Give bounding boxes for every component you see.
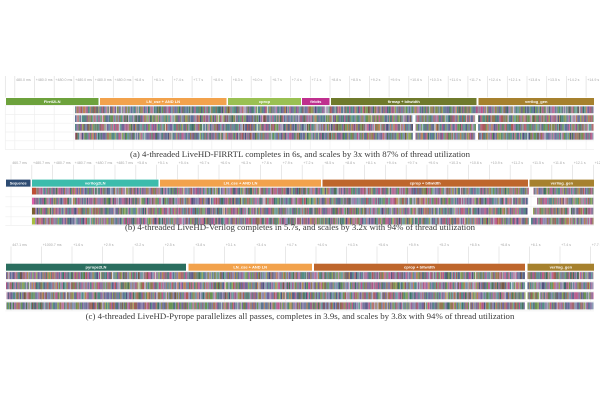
svg-text:+7.4 s: +7.4 s (174, 78, 184, 82)
svg-text:firbits: firbits (310, 99, 322, 104)
svg-text:+11.2 s: +11.2 s (511, 161, 523, 165)
svg-text:verilog2LN: verilog2LN (85, 181, 106, 186)
svg-text:+13.5 s: +13.5 s (548, 78, 560, 82)
svg-text:(c) 4-threaded LiveHD-Pyrope p: (c) 4-threaded LiveHD-Pyrope parallelize… (86, 311, 515, 321)
svg-text:+8.5 s: +8.5 s (324, 161, 334, 165)
svg-text:+7.2 s: +7.2 s (303, 161, 313, 165)
svg-text:+6.1 s: +6.1 s (154, 78, 164, 82)
svg-text:+480.7 ms: +480.7 ms (54, 161, 71, 165)
svg-text:+10.3 s: +10.3 s (430, 78, 442, 82)
svg-text:+7.7 s: +7.7 s (193, 78, 203, 82)
svg-text:+9.0 s: +9.0 s (428, 161, 438, 165)
svg-text:+8.5 s: +8.5 s (351, 78, 361, 82)
svg-text:+2.9 s: +2.9 s (104, 243, 114, 247)
svg-text:pyrope2LN: pyrope2LN (86, 265, 107, 270)
svg-text:+480.7 ms: +480.7 ms (116, 161, 133, 165)
svg-text:LN_cse + AND LN: LN_cse + AND LN (233, 265, 267, 270)
svg-text:+6.7 s: +6.7 s (272, 78, 282, 82)
svg-text:+10.6 s: +10.6 s (410, 78, 422, 82)
svg-text:+6.8 s: +6.8 s (500, 243, 510, 247)
svg-text:+12.1 s: +12.1 s (509, 78, 521, 82)
svg-text:Firrtl2LN: Firrtl2LN (44, 99, 61, 104)
svg-text:+11.5 s: +11.5 s (532, 161, 544, 165)
svg-text:+7.4 s: +7.4 s (292, 78, 302, 82)
svg-text:460.7 ms: 460.7 ms (12, 161, 27, 165)
svg-text:+9.4 s: +9.4 s (387, 161, 397, 165)
svg-text:+480.0 ms: +480.0 ms (115, 78, 132, 82)
svg-text:+6.1 s: +6.1 s (531, 243, 541, 247)
svg-text:+4.7 s: +4.7 s (287, 243, 297, 247)
svg-text:+1000.7 ms: +1000.7 ms (43, 243, 62, 247)
svg-text:verilog_gen: verilog_gen (551, 181, 574, 186)
svg-text:+6.0 s: +6.0 s (220, 161, 230, 165)
svg-text:+5.8 s: +5.8 s (137, 161, 147, 165)
svg-text:+14.2 s: +14.2 s (568, 78, 580, 82)
svg-text:+6.3 s: +6.3 s (241, 161, 251, 165)
svg-text:+10.9 s: +10.9 s (491, 161, 503, 165)
svg-text:+480.7 ms: +480.7 ms (33, 161, 50, 165)
svg-text:+8.8 s: +8.8 s (331, 78, 341, 82)
svg-text:+11.8 s: +11.8 s (553, 161, 565, 165)
svg-text:+2.5 s: +2.5 s (165, 243, 175, 247)
svg-text:+8.1 s: +8.1 s (366, 161, 376, 165)
svg-text:verilog_gen: verilog_gen (550, 265, 573, 270)
svg-text:447.1 ms: 447.1 ms (12, 243, 27, 247)
svg-text:+8.8 s: +8.8 s (345, 161, 355, 165)
svg-text:+14.9 s: +14.9 s (587, 78, 599, 82)
svg-text:+7.4 s: +7.4 s (561, 243, 571, 247)
svg-text:+5.4 s: +5.4 s (179, 161, 189, 165)
svg-text:verilog_gen: verilog_gen (525, 99, 548, 104)
svg-text:(b) 4-threaded LiveHD-Verilog: (b) 4-threaded LiveHD-Verilog completes … (125, 222, 476, 232)
svg-text:Sequence: Sequence (10, 182, 27, 186)
svg-text:+480.7 ms: +480.7 ms (95, 161, 112, 165)
svg-text:+2.2 s: +2.2 s (134, 243, 144, 247)
svg-text:+4.3 s: +4.3 s (348, 243, 358, 247)
svg-text:+5.2 s: +5.2 s (439, 243, 449, 247)
svg-text:+8.3 s: +8.3 s (233, 78, 243, 82)
svg-text:+6.7 s: +6.7 s (199, 161, 209, 165)
svg-text:+7.6 s: +7.6 s (262, 161, 272, 165)
svg-text:+480.7 ms: +480.7 ms (75, 161, 92, 165)
svg-text:cprop + bitwidth: cprop + bitwidth (404, 265, 436, 270)
svg-text:+3.8 s: +3.8 s (195, 243, 205, 247)
svg-text:+11.7 s: +11.7 s (469, 78, 481, 82)
svg-text:480.0 ms: 480.0 ms (16, 78, 31, 82)
svg-text:+10.6 s: +10.6 s (470, 161, 482, 165)
svg-text:+3.1 s: +3.1 s (226, 243, 236, 247)
svg-text:+10.3 s: +10.3 s (449, 161, 461, 165)
svg-text:+8.0 s: +8.0 s (213, 78, 223, 82)
svg-text:+7.1 s: +7.1 s (312, 78, 322, 82)
svg-text:LN_cse + AND LN: LN_cse + AND LN (146, 99, 180, 104)
svg-text:+5.6 s: +5.6 s (378, 243, 388, 247)
svg-text:+6.5 s: +6.5 s (470, 243, 480, 247)
svg-text:(a) 4-threaded LiveHD-FIRRTL: (a) 4-threaded LiveHD-FIRRTL completes i… (130, 149, 471, 159)
svg-text:+6.0 s: +6.0 s (252, 78, 262, 82)
svg-text:cprop + bitwidth: cprop + bitwidth (410, 181, 442, 186)
svg-text:LN_cse + AND LN: LN_cse + AND LN (224, 181, 258, 186)
svg-text:+480.0 ms: +480.0 ms (95, 78, 112, 82)
svg-text:+12.1 s: +12.1 s (574, 161, 586, 165)
svg-text:+12.4 s: +12.4 s (489, 78, 501, 82)
svg-text:+3.4 s: +3.4 s (256, 243, 266, 247)
svg-text:+9.7 s: +9.7 s (407, 161, 417, 165)
svg-text:+6.8 s: +6.8 s (134, 78, 144, 82)
svg-text:+1.6 s: +1.6 s (73, 243, 83, 247)
svg-text:+7.7 s: +7.7 s (592, 243, 600, 247)
svg-text:+5.9 s: +5.9 s (409, 243, 419, 247)
svg-text:+13.8 s: +13.8 s (528, 78, 540, 82)
svg-text:+9.2 s: +9.2 s (371, 78, 381, 82)
svg-text:firmap + bitwidth: firmap + bitwidth (388, 99, 421, 104)
svg-text:cprop: cprop (259, 99, 271, 104)
svg-text:+4.0 s: +4.0 s (317, 243, 327, 247)
svg-text:+7.9 s: +7.9 s (283, 161, 293, 165)
svg-text:+480.0 ms: +480.0 ms (75, 78, 92, 82)
svg-text:+9.9 s: +9.9 s (390, 78, 400, 82)
svg-text:+5.1 s: +5.1 s (158, 161, 168, 165)
svg-text:+480.0 ms: +480.0 ms (55, 78, 72, 82)
svg-text:+11.0 s: +11.0 s (449, 78, 461, 82)
svg-text:+12.4 s: +12.4 s (595, 161, 600, 165)
svg-text:+480.0 ms: +480.0 ms (36, 78, 53, 82)
